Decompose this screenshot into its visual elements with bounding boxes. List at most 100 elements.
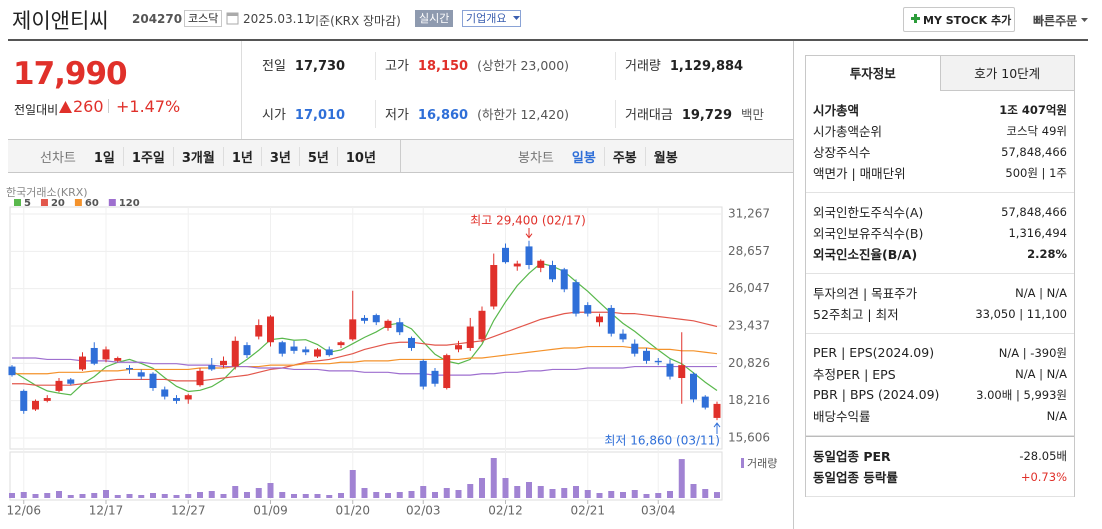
legend-label: 60 [85, 198, 99, 209]
period-tab[interactable]: 10년 [336, 147, 384, 166]
info-section: 시가총액 1조 407억원 시가총액순위 코스닥 49위 상장주식수 57,848,466… [806, 91, 1074, 193]
info-label: 동일업종 등락률 [813, 470, 898, 485]
quote-cell: 시가 17,010 [262, 104, 345, 123]
volume-bar [32, 494, 39, 498]
info-value: +0.73% [1020, 469, 1067, 484]
candle-body [361, 317, 368, 321]
my-stock-label: MY STOCK 추가 [923, 14, 1012, 27]
date: 2025.03.11 [243, 12, 312, 26]
candle-body [443, 355, 451, 389]
volume-bar [197, 492, 203, 498]
header-rule [8, 39, 1088, 41]
volume-bar [514, 486, 521, 498]
my-stock-button[interactable] [903, 7, 1015, 32]
volume-bar [373, 492, 380, 498]
period-tab[interactable]: 3개월 [172, 147, 223, 166]
period-tab[interactable]: 월봉 [644, 147, 686, 166]
period-tab[interactable]: 일봉 [571, 151, 596, 166]
candle-body [290, 346, 298, 351]
volume-bar [349, 470, 356, 498]
info-row: 배당수익률 N/A [813, 405, 1067, 426]
info-tab[interactable]: 호가 10단계 [939, 56, 1074, 91]
candle-body [220, 360, 227, 366]
x-tick-label: 12/06 [6, 504, 41, 518]
tab-group-label: 선차트 [40, 151, 76, 166]
candle-body [79, 356, 86, 370]
info-label: 시가총액 [813, 103, 860, 118]
info-row: 동일업종 PER -28.05배 [813, 445, 1067, 466]
cell-label: 거래량 [625, 59, 661, 74]
info-value: 2.28% [1027, 246, 1067, 261]
volume-bar [584, 490, 591, 498]
volume-bar [467, 484, 474, 498]
info-value: 57,848,466 [1001, 204, 1067, 219]
volume-bar [244, 492, 250, 498]
cell-value: 17,010 [294, 108, 346, 123]
candle-body [701, 396, 709, 408]
candle-body [690, 373, 697, 400]
volume-bar [302, 494, 309, 498]
up-icon [59, 101, 72, 113]
legend-label: 20 [51, 198, 65, 209]
info-row: 상장주식수 57,848,466 [813, 141, 1067, 162]
candle-body [513, 263, 521, 267]
basis: 기준(KRX 장마감) [308, 14, 401, 28]
period-tab[interactable]: 5년 [298, 147, 337, 166]
info-label: 상장주식수 [813, 145, 871, 160]
candle-body [396, 322, 404, 333]
period-tab[interactable]: 주봉 [603, 147, 645, 166]
low-annotation: 최저 16,860 (03/11) [604, 434, 720, 448]
volume-bar [667, 491, 673, 498]
volume-bar [173, 495, 180, 498]
info-label: 투자의견 | 목표주가 [813, 286, 918, 301]
info-row: 추정PER | EPS N/A | N/A [813, 363, 1067, 384]
y-tick-label: 26,047 [728, 281, 770, 295]
info-row: PER | EPS(2024.09) N/A | -390원 [813, 342, 1067, 363]
cell-note: (상한가 23,000) [477, 58, 570, 73]
period-tab[interactable]: 3년 [260, 147, 299, 166]
candle-body [90, 347, 98, 364]
volume-bar [20, 492, 27, 498]
dropdown-icon [513, 16, 520, 20]
x-tick-label: 12/27 [171, 504, 206, 518]
info-label: 외국인한도주식수(A) [813, 205, 924, 220]
period-tab[interactable]: 1년 [222, 147, 261, 166]
info-row: 투자의견 | 목표주가 N/A | N/A [813, 282, 1067, 303]
overview-button[interactable]: 기업개요 [462, 10, 522, 27]
volume-bar [537, 486, 544, 498]
info-tab[interactable]: 투자정보 [806, 56, 940, 91]
info-label: 액면가 | 매매단위 [813, 166, 906, 181]
quick-order[interactable]: 빠른주문 [1033, 14, 1078, 28]
volume-bar [67, 495, 74, 498]
panel-divider [793, 41, 794, 529]
x-tick-label: 01/09 [253, 504, 288, 518]
volume-bar [79, 494, 86, 498]
y-tick-label: 18,216 [728, 393, 770, 407]
info-row: 시가총액순위 코스닥 49위 [813, 120, 1067, 141]
period-tab[interactable]: 1일 [93, 151, 115, 166]
volume-legend-swatch [741, 458, 744, 468]
info-label: 52주최고 | 최저 [813, 307, 899, 322]
volume-bar [420, 486, 427, 498]
change-label: 전일대비 [14, 103, 59, 117]
candle-body [55, 380, 63, 391]
volume-bar [678, 459, 685, 498]
realtime-badge[interactable]: 실시간 [415, 10, 454, 27]
volume-bar [314, 494, 321, 498]
info-label: 배당수익률 [813, 409, 871, 424]
candle-body [584, 305, 592, 314]
candle-body [372, 315, 380, 323]
info-section: PER | EPS(2024.09) N/A | -390원 추정PER | EPS… [806, 334, 1074, 436]
volume-bar [479, 478, 485, 498]
info-row: 시가총액 1조 407억원 [813, 99, 1067, 120]
info-row: 외국인보유주식수(B) 1,316,494 [813, 222, 1067, 243]
candle-body [20, 390, 28, 411]
x-tick-label: 02/03 [406, 504, 441, 518]
quote-divider [241, 41, 242, 139]
candle-body [8, 366, 16, 376]
info-row: 52주최고 | 최저 33,050 | 11,100 [813, 303, 1067, 324]
period-tab[interactable]: 1주일 [122, 147, 173, 166]
moving-average [11, 262, 718, 396]
